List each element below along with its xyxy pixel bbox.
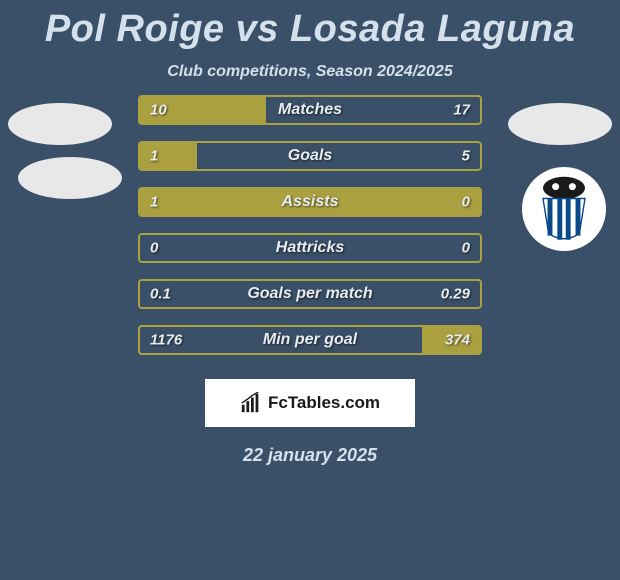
stat-value-right: 0.29 <box>441 286 470 303</box>
stat-bar: 10 17 Matches <box>138 95 482 125</box>
stat-label: Goals <box>288 147 332 165</box>
brand-chart-icon <box>240 392 262 414</box>
stat-value-right: 374 <box>445 332 470 349</box>
stat-bar: 1 0 Assists <box>138 187 482 217</box>
stat-bars: 1017Matches15Goals10Assists00Hattricks0.… <box>138 95 482 371</box>
stat-value-left: 1 <box>150 194 158 211</box>
brand-banner: FcTables.com <box>205 379 415 427</box>
stat-bar: 1 5 Goals <box>138 141 482 171</box>
stat-label: Hattricks <box>276 239 344 257</box>
stat-value-left: 1 <box>150 148 158 165</box>
stat-bar: 0 0 Hattricks <box>138 233 482 263</box>
snapshot-date: 22 january 2025 <box>0 445 620 466</box>
stat-value-right: 5 <box>462 148 470 165</box>
stat-label: Assists <box>282 193 339 211</box>
stat-value-right: 0 <box>462 240 470 257</box>
stat-label: Matches <box>278 101 342 119</box>
stat-fill-left <box>140 143 197 169</box>
right-club-logo <box>522 167 606 251</box>
subtitle: Club competitions, Season 2024/2025 <box>0 63 620 81</box>
stat-bar: 1176 374 Min per goal <box>138 325 482 355</box>
page-title: Pol Roige vs Losada Laguna <box>0 0 620 51</box>
stat-value-right: 0 <box>462 194 470 211</box>
stat-value-left: 10 <box>150 102 167 119</box>
stat-label: Goals per match <box>247 285 372 303</box>
stat-value-left: 1176 <box>150 332 182 349</box>
comparison-arena: 1017Matches15Goals10Assists00Hattricks0.… <box>0 109 620 369</box>
stat-bar: 0.1 0.29 Goals per match <box>138 279 482 309</box>
left-placeholder-badge-1 <box>8 103 112 145</box>
stat-value-right: 17 <box>453 102 470 119</box>
club-crest-icon <box>529 174 599 244</box>
stat-value-left: 0.1 <box>150 286 171 303</box>
brand-label: FcTables.com <box>268 393 380 413</box>
stat-label: Min per goal <box>263 331 357 349</box>
left-placeholder-badge-2 <box>18 157 122 199</box>
right-placeholder-badge <box>508 103 612 145</box>
stat-value-left: 0 <box>150 240 158 257</box>
